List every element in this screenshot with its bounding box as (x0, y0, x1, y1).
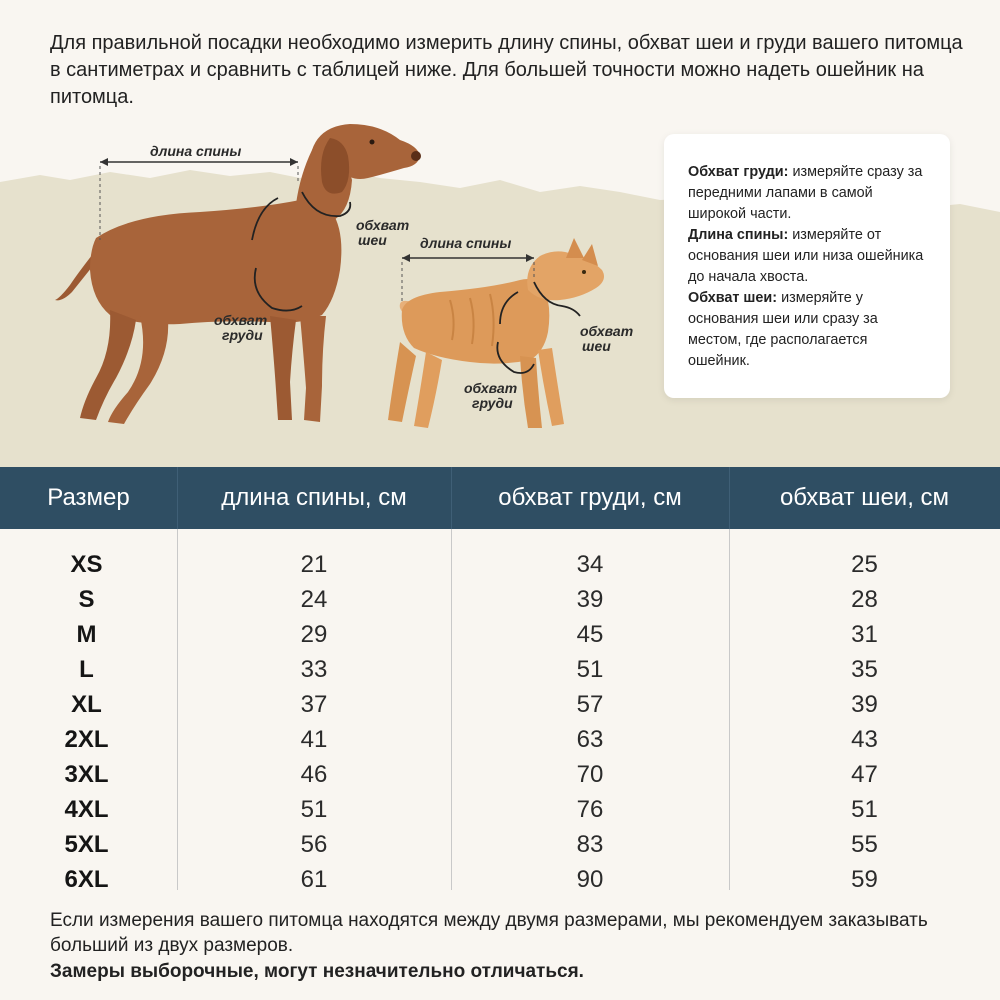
cell-neck: 51 (851, 796, 878, 823)
dog-neck-label-line2: шеи (358, 232, 387, 248)
cell-chest: 51 (576, 656, 604, 683)
cat-head (527, 251, 604, 301)
cell-size: XL (71, 691, 102, 718)
header-size: Размер (47, 484, 130, 511)
header-divider (729, 467, 730, 529)
footer-notes: Если измерения вашего питомца находятся … (50, 908, 980, 984)
footer-note: Если измерения вашего питомца находятся … (50, 910, 928, 956)
neck-instruction-title: Обхват шеи: (688, 290, 778, 306)
table-row: 3XL 46 70 47 (0, 757, 1000, 792)
table-row: 5XL 56 83 55 (0, 827, 1000, 862)
cell-size: M (76, 621, 97, 648)
cell-neck: 31 (851, 621, 878, 648)
cell-size: 6XL (64, 866, 109, 893)
cell-size: 5XL (64, 831, 109, 858)
cell-back-length: 56 (300, 831, 328, 858)
cell-neck: 25 (851, 551, 878, 578)
chest-instruction: Обхват груди: измеряйте сразу за передни… (688, 162, 930, 225)
cell-chest: 57 (576, 691, 604, 718)
cat-illustration: длина спины обхват шеи обхват груди (388, 235, 633, 428)
cell-chest: 70 (576, 761, 604, 788)
cell-chest: 76 (576, 796, 604, 823)
table-row: XL 37 57 39 (0, 687, 1000, 722)
size-table-header: Размер длина спины, см обхват груди, см … (0, 467, 1000, 529)
cell-chest: 90 (576, 866, 604, 893)
cell-neck: 43 (851, 726, 878, 753)
cell-chest: 63 (576, 726, 604, 753)
cat-neck-label-line2: шеи (582, 338, 611, 354)
cell-back-length: 51 (300, 796, 328, 823)
table-row: 4XL 51 76 51 (0, 792, 1000, 827)
cell-neck: 28 (851, 586, 878, 613)
cell-back-length: 21 (300, 551, 328, 578)
cell-size: 2XL (64, 726, 109, 753)
back-instruction-text: измеряйте от основания шеи или низа ошей… (688, 227, 924, 285)
cat-chest-label-line2: груди (472, 395, 513, 411)
column-divider (729, 529, 730, 890)
header-divider (451, 467, 452, 529)
dog-neck-label-line1: обхват (356, 217, 409, 233)
table-row: L 33 51 35 (0, 652, 1000, 687)
cell-back-length: 24 (300, 586, 328, 613)
dog-illustration: длина спины обхват шеи обхват груди (55, 124, 421, 424)
chest-instruction-text: измеряйте сразу за передними лапами в са… (688, 164, 923, 222)
header-divider (177, 467, 178, 529)
cell-back-length: 46 (300, 761, 328, 788)
cell-neck: 47 (851, 761, 878, 788)
neck-instruction: Обхват шеи: измеряйте у основания шеи ил… (688, 288, 930, 372)
back-instruction: Длина спины: измеряйте от основания шеи … (688, 225, 930, 288)
table-row: M 29 45 31 (0, 617, 1000, 652)
intro-text: Для правильной посадки необходимо измери… (50, 32, 963, 108)
cell-back-length: 33 (300, 656, 328, 683)
cat-neck-label-line1: обхват (580, 323, 633, 339)
column-divider (451, 529, 452, 890)
dog-chest-label-line2: груди (222, 327, 263, 343)
cell-chest: 83 (576, 831, 604, 858)
header-neck: обхват шеи, см (779, 484, 950, 511)
cell-chest: 45 (576, 621, 604, 648)
size-table-body: XS 21 34 25 S 24 39 28 M 29 45 31 L 33 5… (0, 547, 1000, 897)
dog-body (90, 199, 342, 325)
cat-chest-label-line1: обхват (464, 380, 517, 396)
cell-back-length: 37 (300, 691, 328, 718)
header-chest: обхват груди, см (498, 484, 682, 511)
table-row: S 24 39 28 (0, 582, 1000, 617)
table-row: 2XL 41 63 43 (0, 722, 1000, 757)
header-back-length: длина спины, см (221, 484, 407, 511)
measurement-instructions-card: Обхват груди: измеряйте сразу за передни… (664, 134, 950, 398)
cat-body (401, 279, 550, 364)
cell-size: XS (70, 551, 103, 578)
table-row: 6XL 61 90 59 (0, 862, 1000, 897)
chest-instruction-title: Обхват груди: (688, 164, 789, 180)
cell-neck: 39 (851, 691, 878, 718)
cell-size: 3XL (64, 761, 109, 788)
cell-back-length: 61 (300, 866, 328, 893)
footer-disclaimer: Замеры выборочные, могут незначительно о… (50, 961, 584, 982)
cell-back-length: 29 (300, 621, 328, 648)
cell-chest: 39 (576, 586, 604, 613)
cat-back-length-label: длина спины (420, 235, 511, 251)
dog-back-length-label: длина спины (150, 143, 241, 159)
cell-size: 4XL (64, 796, 109, 823)
column-divider (177, 529, 178, 890)
cell-chest: 34 (576, 551, 604, 578)
back-instruction-title: Длина спины: (688, 227, 789, 243)
cell-neck: 35 (851, 656, 878, 683)
cell-size: S (78, 586, 95, 613)
neck-instruction-text: измеряйте у основания шеи или сразу за м… (688, 290, 878, 369)
cell-size: L (79, 656, 94, 683)
cell-neck: 55 (851, 831, 878, 858)
dog-chest-label-line1: обхват (214, 312, 267, 328)
table-row: XS 21 34 25 (0, 547, 1000, 582)
cell-back-length: 41 (300, 726, 328, 753)
cell-neck: 59 (851, 866, 878, 893)
